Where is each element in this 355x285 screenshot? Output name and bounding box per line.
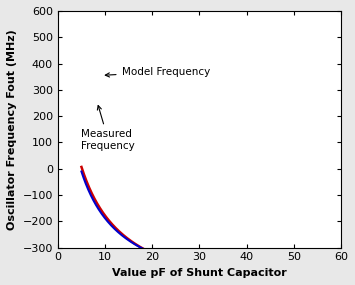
Text: Measured
Frequency: Measured Frequency	[81, 105, 135, 151]
X-axis label: Value pF of Shunt Capacitor: Value pF of Shunt Capacitor	[112, 268, 287, 278]
Text: Model Frequency: Model Frequency	[105, 67, 210, 77]
Y-axis label: Oscillator Frequency Fout (MHz): Oscillator Frequency Fout (MHz)	[7, 29, 17, 230]
